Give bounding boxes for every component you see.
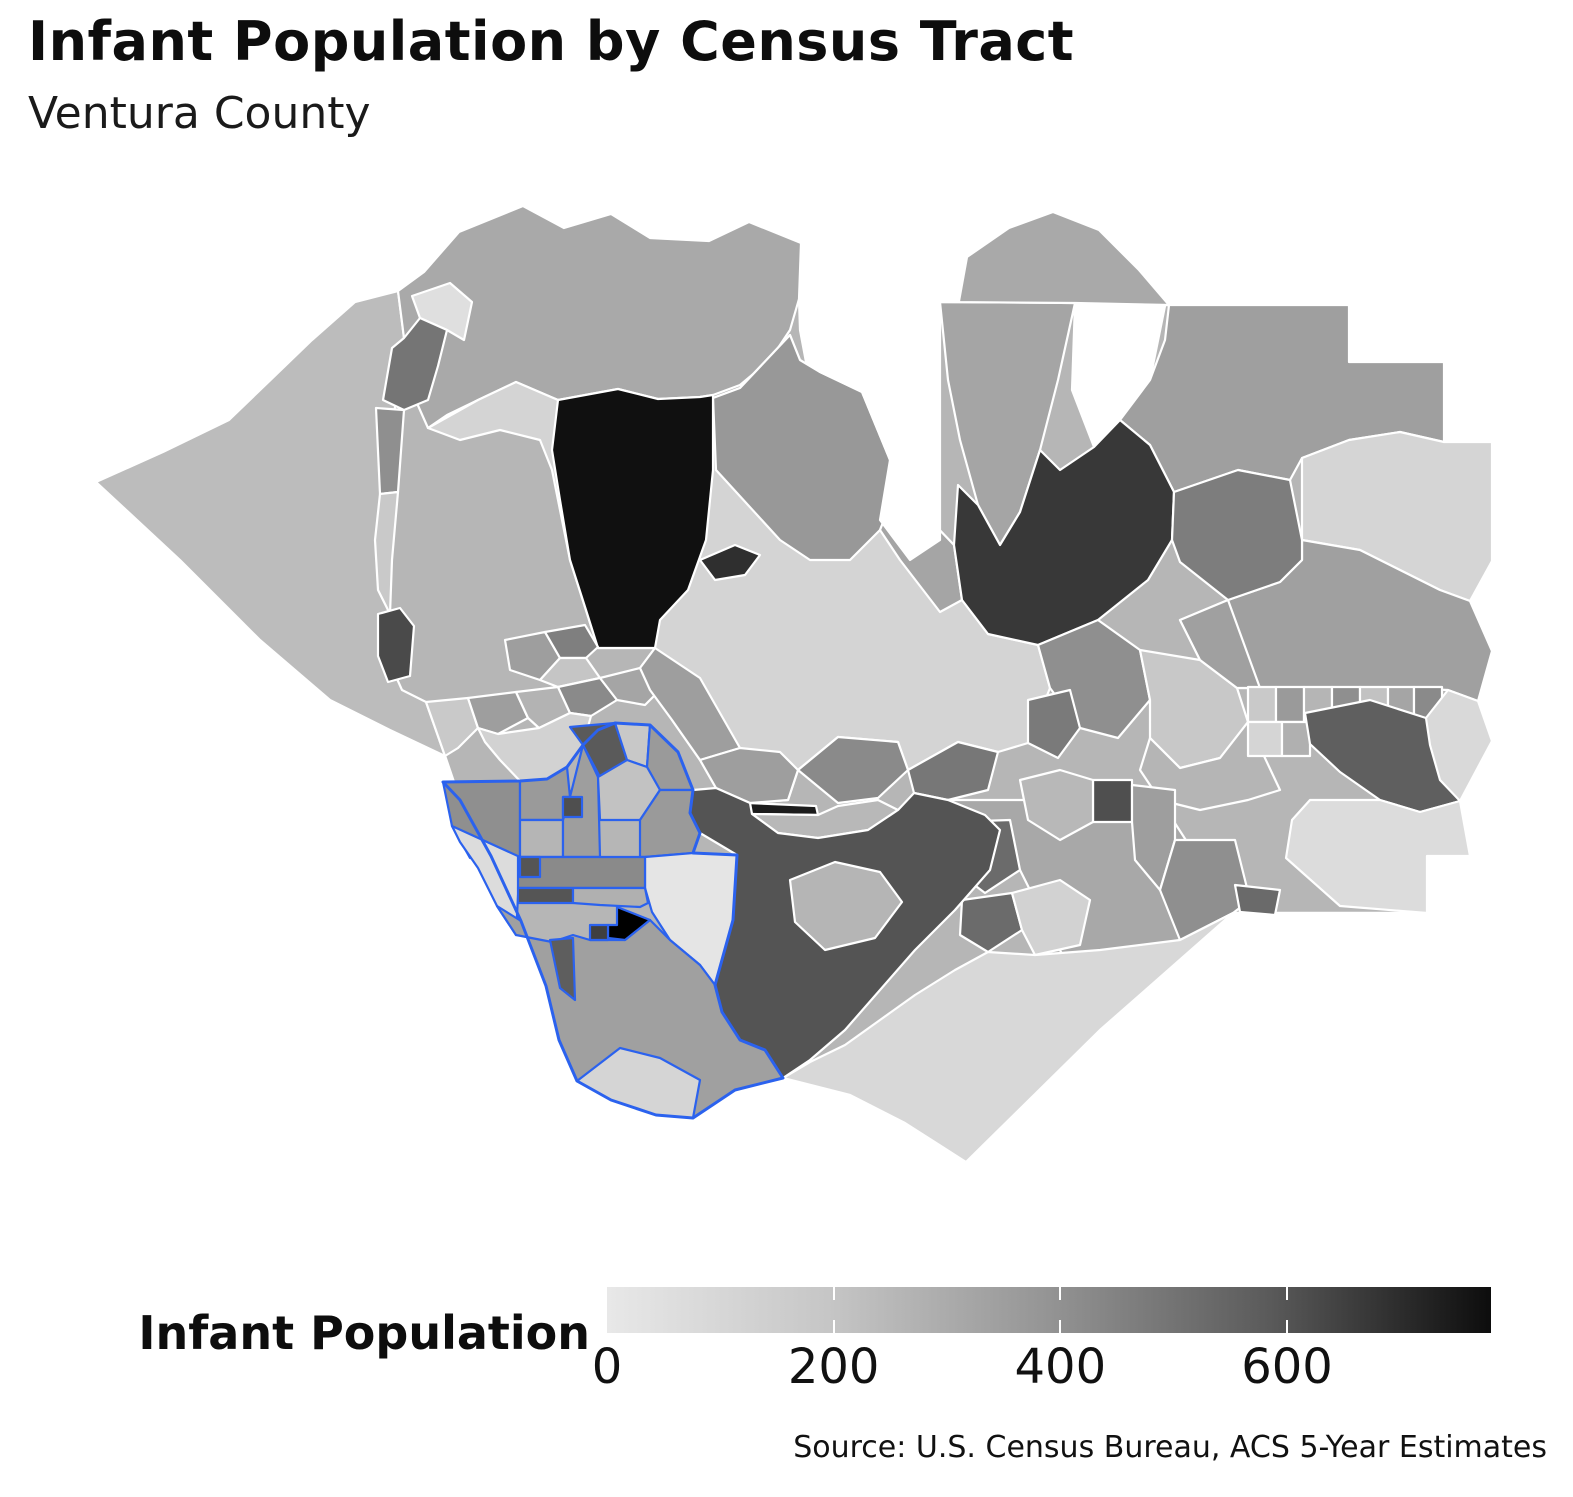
census-tract-moorpark-4 xyxy=(1138,720,1282,812)
legend-tick-mark xyxy=(832,1320,835,1333)
census-tract-simi-se-light xyxy=(1284,798,1472,915)
highlighted-tract-oxnard-dark-sq2 xyxy=(588,923,610,942)
highlighted-tract-oxnard-dark-bar xyxy=(516,886,575,905)
census-tract-ventura-ave-dark xyxy=(376,606,416,684)
census-tract-black-tract xyxy=(550,387,715,650)
highlighted-tract-oxnard-coast-dark xyxy=(548,936,577,1002)
legend-title: Infant Population xyxy=(138,1306,590,1360)
census-tract-to-fill-a xyxy=(1018,768,1095,842)
legend-tick-mark xyxy=(1059,1287,1062,1300)
census-tract-river-sliver-mid xyxy=(374,406,406,496)
legend-colorbar: 0 200 400 600 xyxy=(592,1287,1491,1395)
census-tract-ventura-4 xyxy=(556,676,619,718)
census-tract-to-dark-c xyxy=(1233,883,1282,917)
census-tract-fillmore-dark xyxy=(952,418,1176,647)
census-tract-simi-cell-8 xyxy=(1246,720,1284,758)
legend-tick-mark xyxy=(1286,1320,1288,1333)
census-tract-simi-cell-9 xyxy=(1280,720,1312,758)
census-tract-ne-east xyxy=(1118,303,1446,494)
census-tract-camarillo-light-blob xyxy=(788,860,904,952)
highlighted-tract-oxnard-col-b xyxy=(518,818,565,859)
legend-tick-label: 400 xyxy=(1014,1339,1107,1395)
census-tract-matilija-dark-wedge xyxy=(381,316,449,412)
census-tract-simi-cell-2 xyxy=(1274,685,1306,724)
census-tract-black-notch xyxy=(698,543,762,582)
page-subtitle: Ventura County xyxy=(28,88,371,139)
census-tract-ne-cap xyxy=(938,210,1171,307)
census-tract-to-light xyxy=(1010,878,1092,957)
census-tract-nodata-west xyxy=(797,298,942,562)
census-tract-ventura-1 xyxy=(424,696,480,758)
census-tract-valley-band xyxy=(638,646,742,762)
legend-tick-label: 200 xyxy=(787,1339,880,1395)
census-tract-simi-cell-1 xyxy=(1246,685,1278,724)
highlight-boundary-oxnard-area-tracts xyxy=(441,721,785,1120)
census-tract-fillmore-east-dark xyxy=(1170,468,1304,602)
legend-tick-label: 0 xyxy=(591,1339,623,1395)
highlighted-tract-oxnard-mid-dark xyxy=(561,795,584,819)
census-tract-to-dark-b xyxy=(958,891,1024,954)
census-tract-to-dark-top xyxy=(1091,778,1134,824)
page-title: Infant Population by Census Tract xyxy=(28,10,1075,73)
census-tract-simi-corner-light xyxy=(1424,688,1494,803)
legend-tick-mark xyxy=(1059,1320,1062,1333)
census-tract-point-mugu-light xyxy=(781,911,1235,1164)
legend-tick-mark xyxy=(1286,1287,1288,1300)
legend-tick-mark xyxy=(832,1287,835,1300)
highlighted-tract-oxnard-dark-square xyxy=(518,855,542,879)
census-tract-moorpark-3 xyxy=(1026,688,1082,760)
census-tract-ventura-2 xyxy=(466,690,530,736)
legend-tick-label: 600 xyxy=(1241,1339,1333,1395)
highlighted-tract-oxnard-band-b xyxy=(571,886,650,909)
census-tract-ojai-b xyxy=(543,623,600,660)
source-note: Source: U.S. Census Bureau, ACS 5-Year E… xyxy=(793,1430,1547,1465)
